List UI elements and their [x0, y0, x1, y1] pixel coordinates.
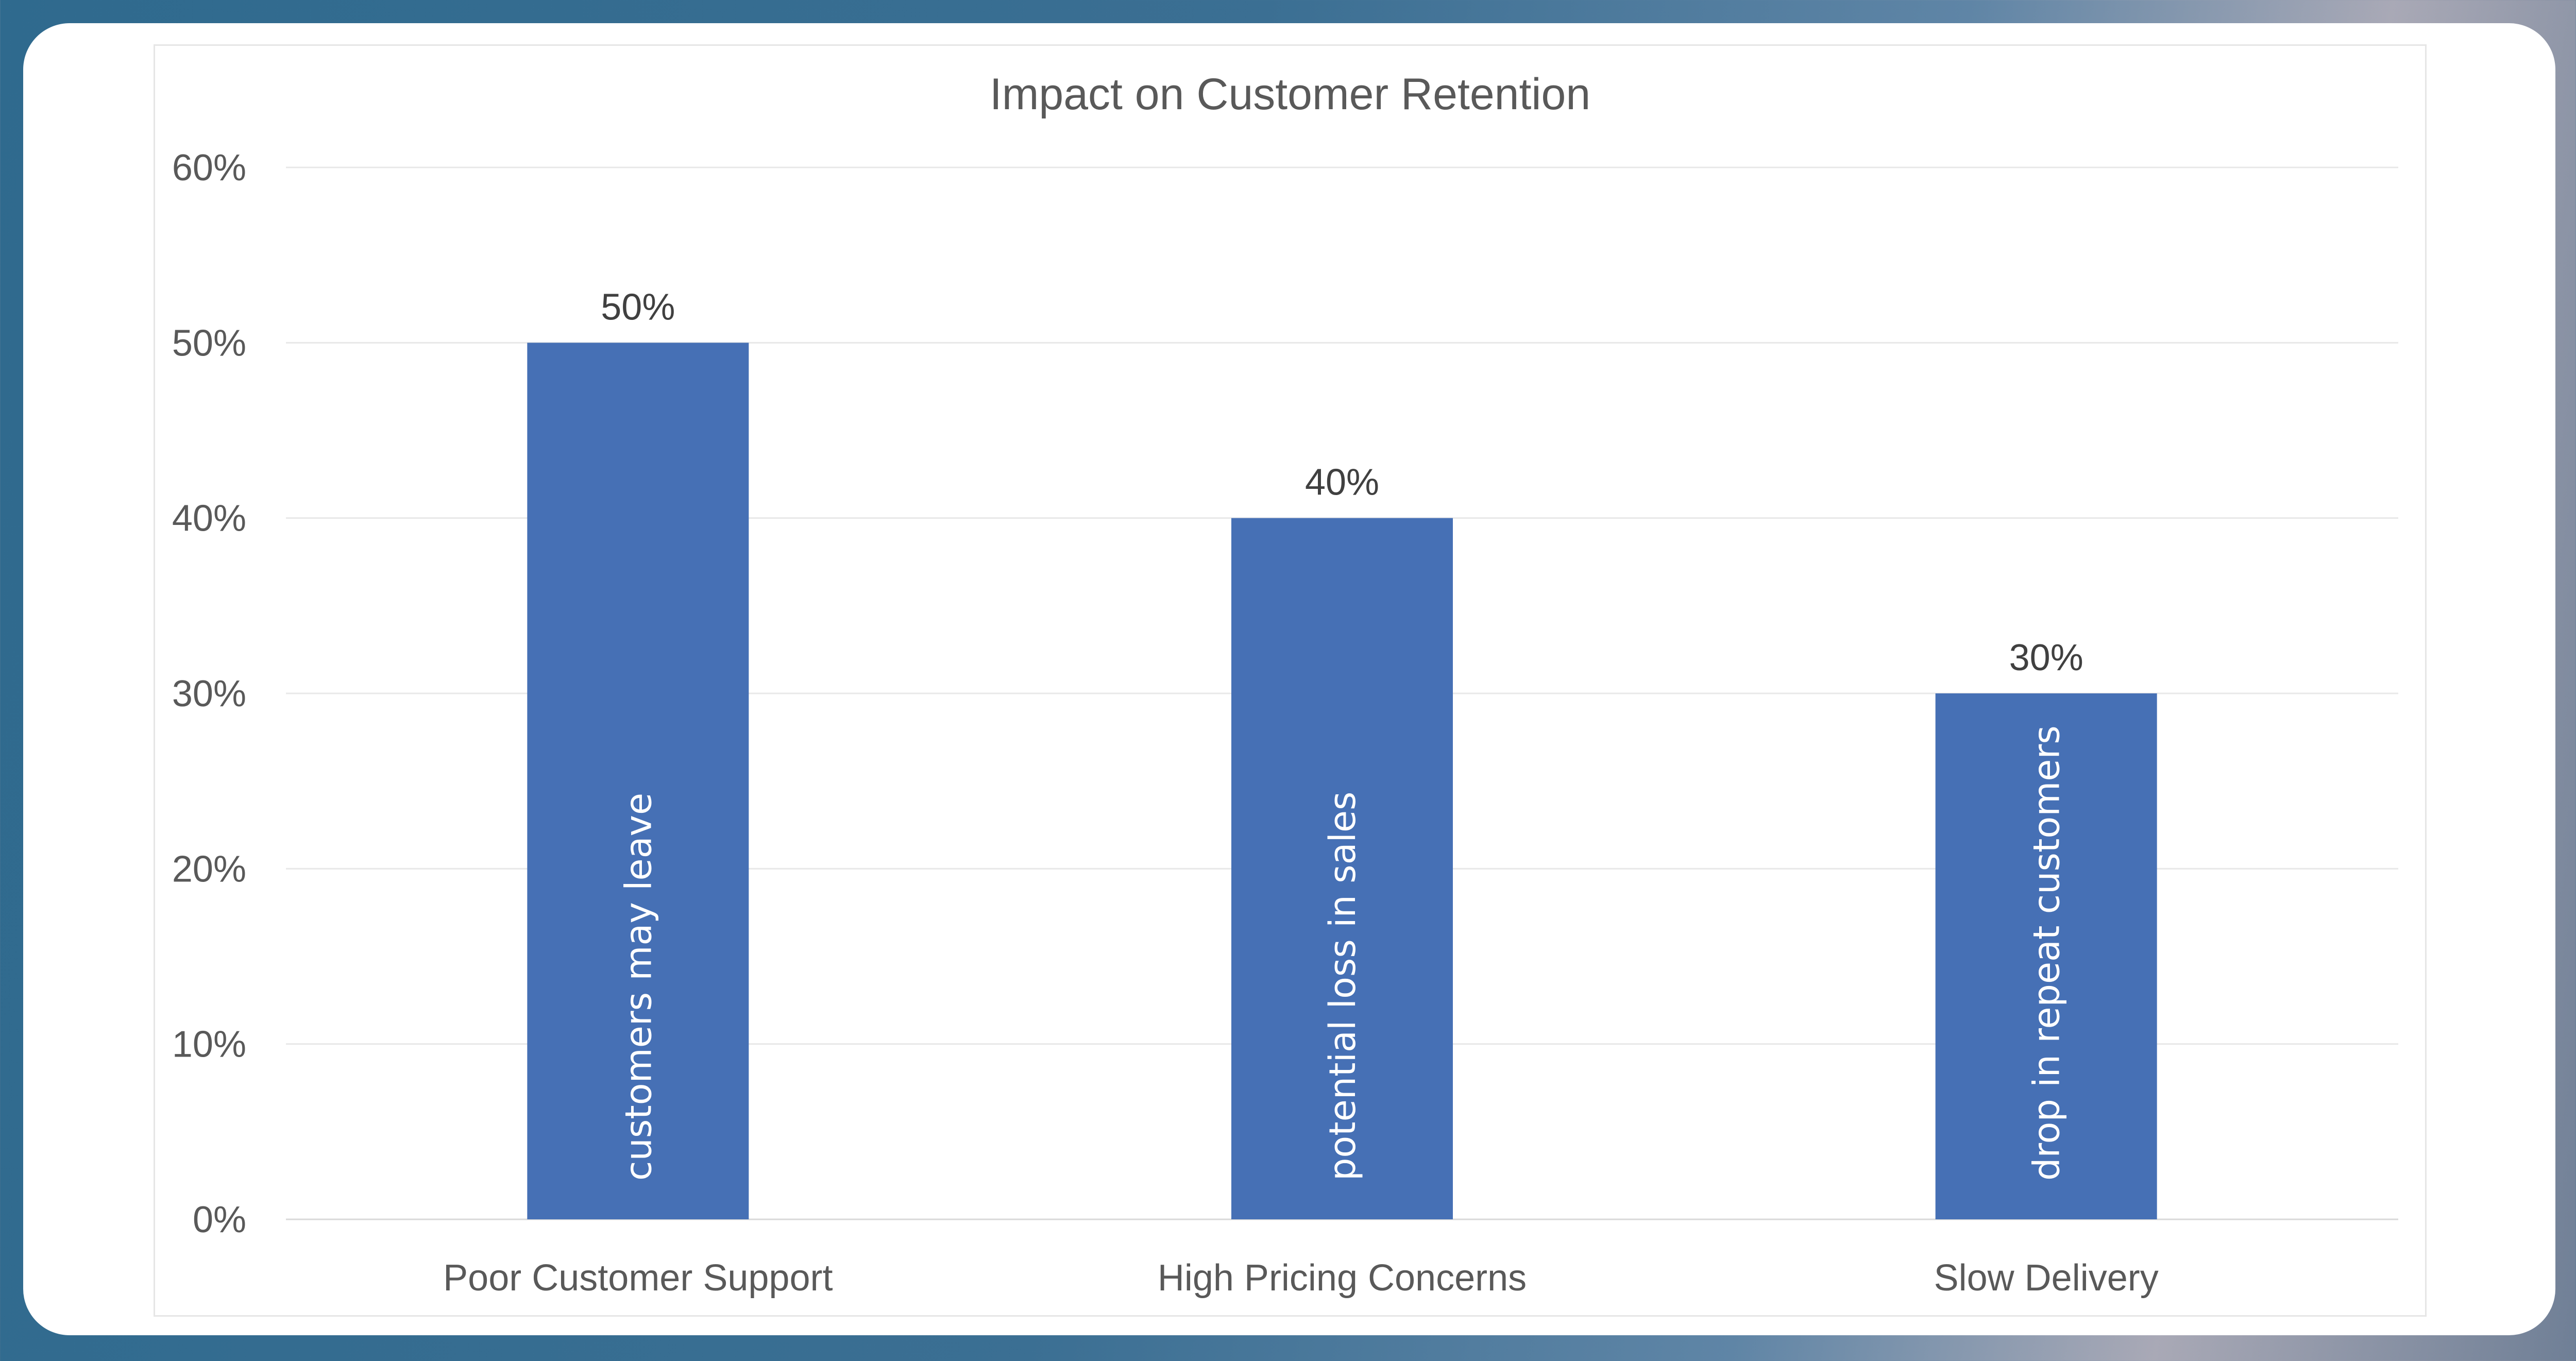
bar-annotation: customers may leave	[617, 793, 659, 1181]
category-label: Poor Customer Support	[443, 1257, 833, 1299]
bar	[1231, 518, 1453, 1219]
bar-annotation: potential loss in sales	[1321, 791, 1364, 1181]
y-tick-label: 50%	[172, 322, 246, 364]
y-tick-label: 10%	[172, 1024, 246, 1065]
chart-frame	[154, 44, 2427, 1317]
data-label: 30%	[2009, 637, 2083, 678]
chart-title: Impact on Customer Retention	[990, 70, 1590, 119]
category-label: Slow Delivery	[1934, 1257, 2159, 1299]
y-axis-ticks: 0% 10% 20% 30% 40% 50% 60%	[172, 147, 246, 1240]
bar	[527, 343, 749, 1220]
bars: 50% customers may leave 40% potential loss …	[527, 286, 2157, 1220]
bar	[1935, 693, 2157, 1219]
y-tick-label: 60%	[172, 147, 246, 189]
y-tick-label: 0%	[193, 1199, 246, 1240]
category-label: High Pricing Concerns	[1158, 1257, 1527, 1299]
data-label: 40%	[1305, 462, 1379, 503]
y-tick-label: 40%	[172, 498, 246, 539]
category-labels: Poor Customer Support High Pricing Concer…	[443, 1257, 2159, 1299]
y-tick-label: 30%	[172, 673, 246, 714]
y-tick-label: 20%	[172, 848, 246, 890]
bar-annotation: drop in repeat customers	[2026, 725, 2068, 1181]
data-label: 50%	[601, 286, 675, 328]
